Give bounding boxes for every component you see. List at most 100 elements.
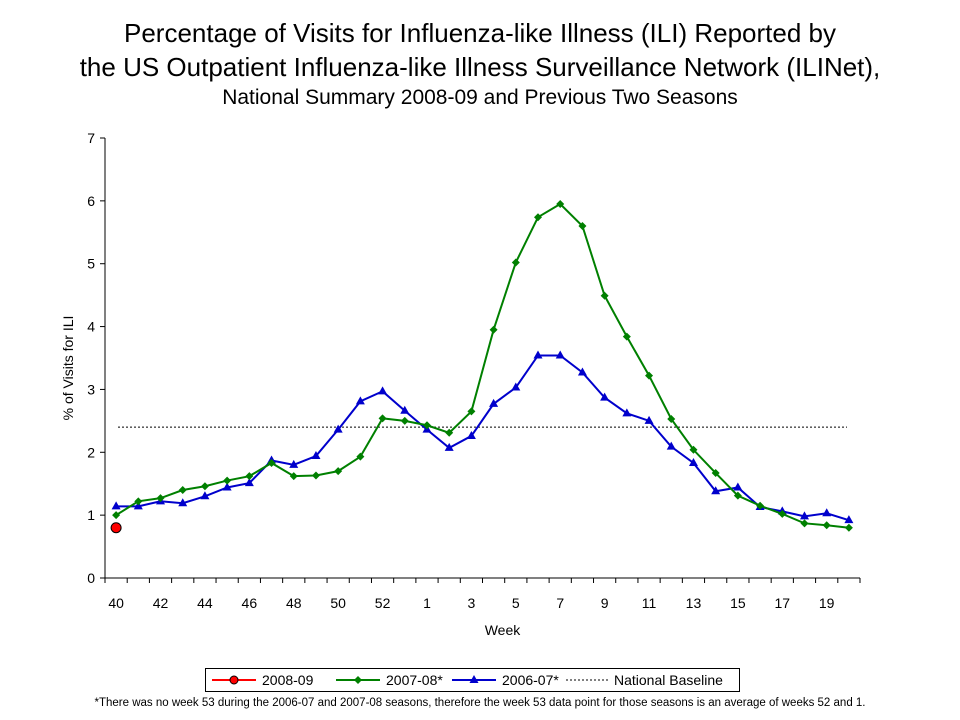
data-point-2007-08 bbox=[178, 486, 187, 494]
data-point-2007-08 bbox=[400, 416, 409, 425]
y-tick-label: 2 bbox=[87, 444, 95, 460]
data-point-2006-07 bbox=[577, 367, 587, 376]
x-tick-label: 44 bbox=[197, 595, 213, 611]
data-point-2006-07 bbox=[178, 498, 188, 507]
data-point-2007-08 bbox=[134, 497, 143, 506]
x-tick-label: 15 bbox=[730, 595, 746, 611]
data-point-2007-08 bbox=[356, 452, 365, 461]
data-point-2006-07 bbox=[822, 508, 832, 517]
x-tick-label: 40 bbox=[108, 595, 124, 611]
data-point-2006-07 bbox=[244, 478, 254, 487]
x-tick-label: 11 bbox=[642, 595, 657, 611]
data-point-2006-07 bbox=[511, 382, 521, 391]
data-point-2007-08 bbox=[445, 428, 454, 437]
data-point-2007-08 bbox=[223, 476, 232, 485]
legend-label-2006-07: 2006-07* bbox=[502, 672, 559, 688]
x-tick-label: 52 bbox=[375, 595, 391, 611]
data-point-2006-07 bbox=[733, 482, 743, 491]
data-point-2007-08 bbox=[689, 445, 698, 454]
data-point-2006-07 bbox=[489, 398, 499, 407]
legend-label-2007-08: 2007-08* bbox=[386, 672, 443, 688]
y-tick-label: 5 bbox=[87, 256, 95, 272]
series-line-2007-08 bbox=[115, 202, 850, 529]
data-point-2006-07 bbox=[333, 424, 343, 433]
data-point-2006-07 bbox=[355, 396, 365, 405]
data-point-2007-08 bbox=[289, 472, 298, 481]
data-point-2007-08 bbox=[578, 222, 587, 230]
legend-swatch-2007-08 bbox=[336, 676, 380, 684]
data-point-2007-08 bbox=[311, 471, 320, 480]
data-point-2006-07 bbox=[200, 491, 210, 500]
x-axis-label: Week bbox=[485, 622, 522, 638]
x-tick-label: 13 bbox=[686, 595, 702, 611]
chart-title-line2: the US Outpatient Influenza-like Illness… bbox=[79, 52, 881, 82]
data-point-2007-08 bbox=[467, 407, 476, 416]
series-line-2006-07 bbox=[116, 354, 850, 522]
data-point-2006-07 bbox=[844, 515, 854, 524]
data-point-2007-08 bbox=[711, 469, 720, 478]
data-point-2007-08 bbox=[733, 491, 742, 500]
x-tick-label: 7 bbox=[556, 595, 564, 611]
data-point-2007-08 bbox=[422, 421, 431, 430]
legend-swatch-2008-09 bbox=[212, 675, 256, 685]
data-point-2006-07 bbox=[378, 386, 388, 395]
x-tick-label: 48 bbox=[286, 595, 302, 611]
chart-title: Percentage of Visits for Influenza-like … bbox=[124, 18, 836, 48]
data-point-2007-08 bbox=[112, 511, 121, 520]
data-point-2007-08 bbox=[756, 501, 765, 510]
y-tick-label: 0 bbox=[87, 570, 95, 586]
data-point-2006-07 bbox=[311, 451, 321, 460]
y-axis-label: % of Visits for ILI bbox=[60, 316, 76, 421]
data-point-2006-07 bbox=[711, 486, 721, 495]
data-point-2007-08 bbox=[378, 414, 387, 423]
footnote: *There was no week 53 during the 2006-07… bbox=[94, 697, 866, 709]
legend-swatch-2006-07 bbox=[452, 675, 496, 683]
chart-subtitle: National Summary 2008-09 and Previous Tw… bbox=[222, 86, 738, 109]
data-point-2007-08 bbox=[800, 519, 809, 528]
x-tick-label: 42 bbox=[153, 595, 169, 611]
data-point-2007-08 bbox=[489, 325, 498, 334]
x-tick-label: 50 bbox=[330, 595, 346, 611]
x-tick-label: 3 bbox=[467, 595, 475, 611]
data-point-2006-07 bbox=[444, 442, 454, 451]
data-point-2006-07 bbox=[622, 408, 632, 417]
data-point-2006-07 bbox=[644, 415, 654, 424]
data-point-2007-08 bbox=[245, 472, 254, 481]
x-tick-label: 46 bbox=[242, 595, 258, 611]
data-point-2006-07 bbox=[600, 392, 610, 401]
x-tick-label: 1 bbox=[423, 595, 431, 611]
legend-label-baseline: National Baseline bbox=[614, 672, 723, 688]
data-point-2007-08 bbox=[200, 482, 209, 491]
data-point-2006-07 bbox=[400, 405, 410, 414]
legend-swatch-baseline bbox=[566, 679, 610, 681]
data-point-2007-08 bbox=[511, 258, 520, 267]
x-tick-label: 9 bbox=[601, 595, 609, 611]
legend-label-2008-09: 2008-09 bbox=[262, 672, 314, 688]
data-point-2007-08 bbox=[600, 291, 609, 300]
data-point-2006-07 bbox=[666, 441, 676, 450]
data-point-2006-07 bbox=[533, 350, 543, 359]
x-tick-label: 5 bbox=[512, 595, 520, 611]
data-point-2006-07 bbox=[555, 350, 565, 359]
y-tick-label: 1 bbox=[87, 507, 95, 523]
data-point-2006-07 bbox=[289, 459, 299, 468]
data-point-2007-08 bbox=[556, 200, 565, 208]
data-point-2007-08 bbox=[334, 467, 343, 476]
data-point-2007-08 bbox=[822, 521, 831, 530]
data-point-2007-08 bbox=[622, 332, 631, 341]
data-point-2007-08 bbox=[667, 414, 676, 423]
y-tick-label: 4 bbox=[87, 319, 95, 335]
data-point-2007-08 bbox=[844, 523, 853, 532]
y-tick-label: 3 bbox=[87, 381, 95, 397]
data-point-2008-09 bbox=[110, 522, 122, 534]
data-point-2006-07 bbox=[111, 501, 121, 510]
data-point-2007-08 bbox=[778, 509, 787, 518]
data-point-2007-08 bbox=[645, 371, 654, 380]
x-tick-label: 19 bbox=[819, 595, 835, 611]
data-point-2007-08 bbox=[156, 494, 165, 503]
y-tick-label: 7 bbox=[87, 130, 95, 146]
data-point-2006-07 bbox=[688, 457, 698, 466]
data-point-2006-07 bbox=[466, 430, 476, 439]
y-tick-label: 6 bbox=[87, 193, 95, 209]
